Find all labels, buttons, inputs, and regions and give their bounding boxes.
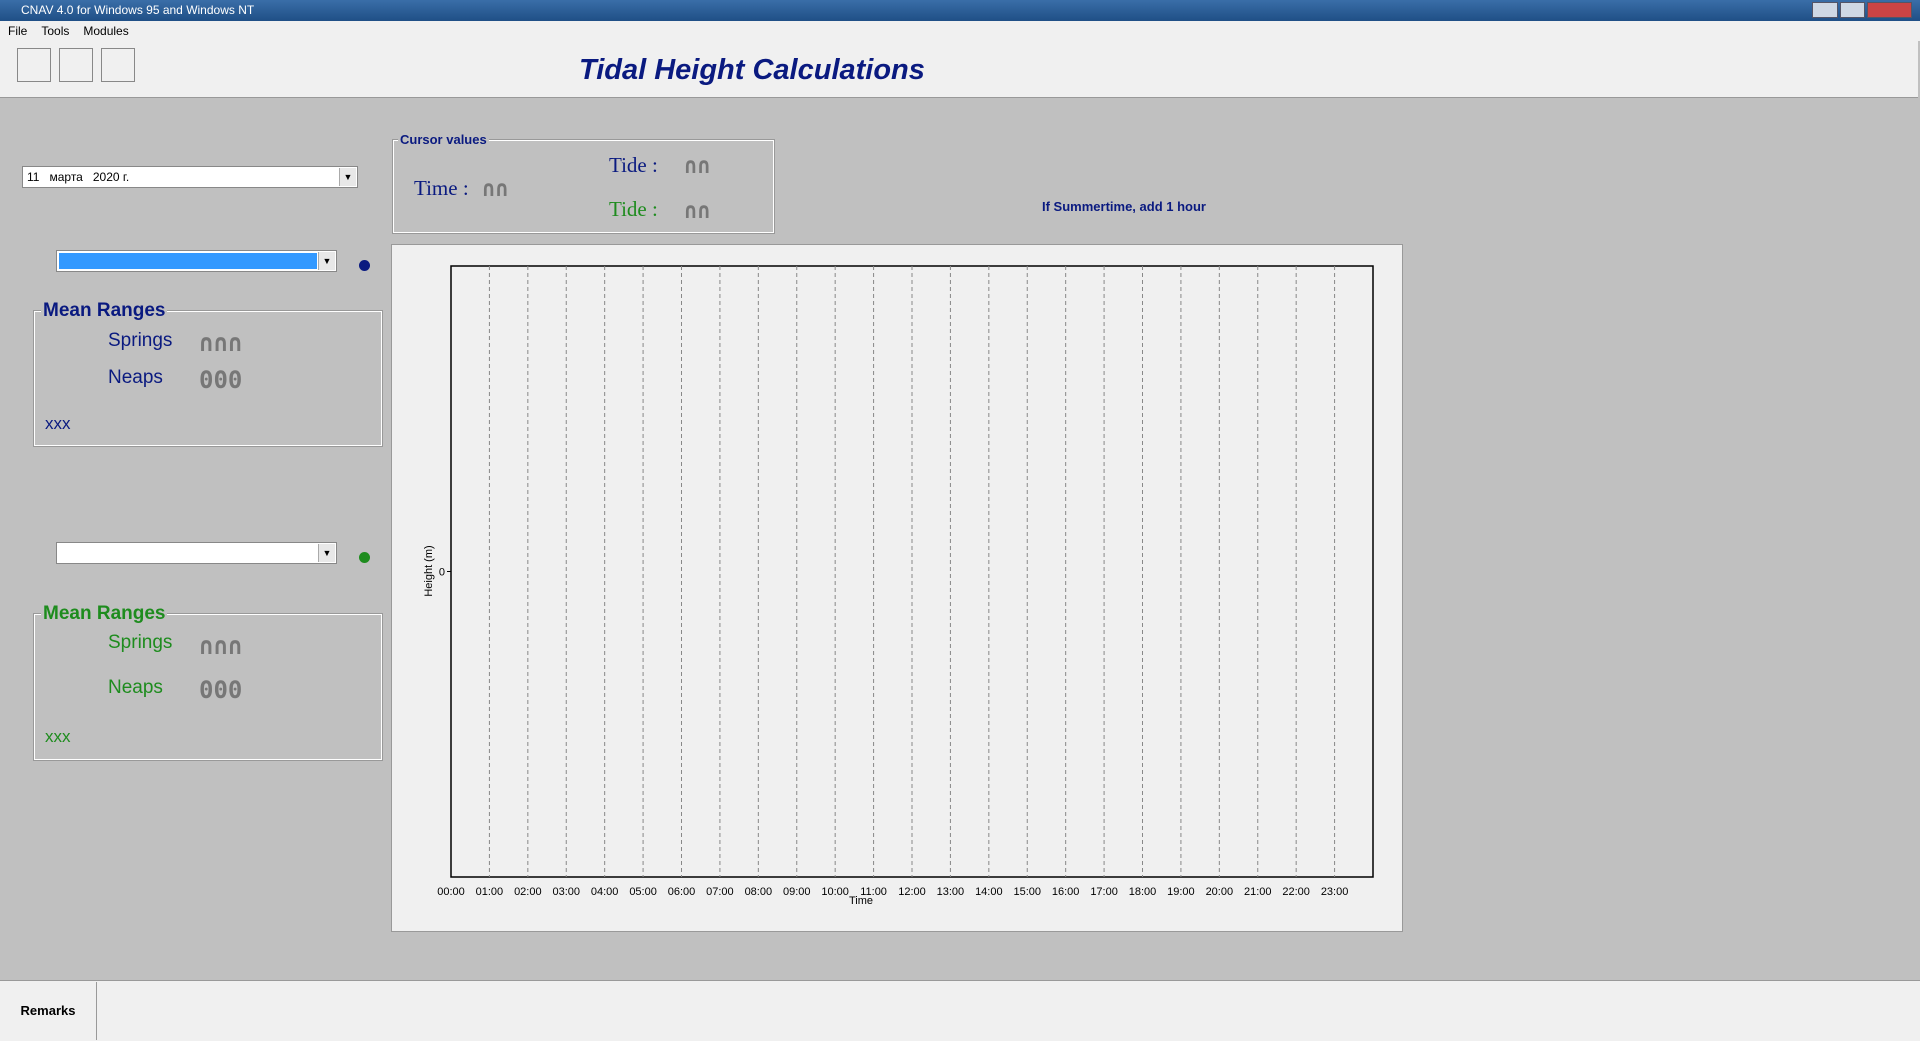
springs-value: ∩∩∩ — [199, 632, 243, 660]
dropdown-arrow: ▼ — [339, 168, 356, 186]
tide2-value: ∩∩ — [684, 199, 711, 224]
selection-highlight — [59, 253, 317, 269]
x-tick-label: 07:00 — [706, 886, 734, 898]
maximize-button[interactable] — [1839, 2, 1866, 18]
minimize-button[interactable] — [1812, 2, 1838, 18]
springs-value: ∩∩∩ — [199, 329, 243, 357]
tide-chart: Time Height (m) 00:00 01:00 02:00 03:00 04:0… — [391, 244, 1403, 932]
x-tick-label: 19:00 — [1167, 886, 1195, 898]
new-button[interactable] — [17, 48, 51, 82]
window-title: CNAV 4.0 for Windows 95 and Windows NT — [21, 3, 255, 17]
cursor-values-group: Cursor values Time : ∩∩ Tide : ∩∩ Tide :… — [392, 132, 775, 234]
tide2-label: Tide : — [609, 197, 658, 221]
date-day: 11 — [27, 170, 40, 184]
x-tick-label: 18:00 — [1129, 886, 1157, 898]
copy-button[interactable] — [59, 48, 93, 82]
station1-ranges: Mean Ranges Springs ∩∩∩ Neaps 000 xxx — [33, 300, 383, 447]
springs-label: Springs — [108, 632, 173, 653]
y-tick-label: 0 — [439, 567, 445, 579]
bottom-bar — [0, 980, 1920, 1041]
neaps-value: 000 — [199, 366, 243, 394]
station-name: xxx — [45, 727, 71, 746]
time-value: ∩∩ — [482, 177, 509, 202]
x-tick-label: 03:00 — [552, 886, 580, 898]
y-axis-label: Height (m) — [423, 545, 435, 596]
date-year: 2020 г. — [92, 170, 130, 184]
print-button[interactable] — [101, 48, 135, 82]
x-tick-label: 04:00 — [591, 886, 619, 898]
group-legend: Mean Ranges — [41, 300, 168, 322]
time-label: Time : — [414, 176, 469, 200]
station1-dot — [359, 260, 370, 271]
date-picker[interactable]: 11 марта 2020 г. ▼ — [22, 166, 358, 188]
close-button[interactable] — [1867, 2, 1912, 18]
x-tick-label: 11:00 — [860, 886, 887, 898]
x-tick-label: 00:00 — [437, 886, 465, 898]
x-tick-label: 10:00 — [821, 886, 849, 898]
window-controls — [1812, 2, 1912, 18]
x-tick-label: 02:00 — [514, 886, 542, 898]
station-name: xxx — [45, 414, 71, 433]
x-tick-label: 13:00 — [937, 886, 965, 898]
neaps-value: 000 — [199, 676, 243, 704]
x-axis-label: Time — [849, 895, 873, 907]
station2-select[interactable]: ▼ — [56, 542, 337, 564]
title-bar: CNAV 4.0 for Windows 95 and Windows NT — [0, 0, 1920, 21]
x-tick-label: 14:00 — [975, 886, 1003, 898]
x-tick-label: 01:00 — [476, 886, 504, 898]
x-tick-label: 09:00 — [783, 886, 811, 898]
page-title: Tidal Height Calculations — [579, 54, 925, 86]
x-tick-label: 05:00 — [629, 886, 657, 898]
x-tick-label: 20:00 — [1206, 886, 1234, 898]
menu-item[interactable]: Modules — [83, 24, 129, 38]
dropdown-arrow: ▼ — [318, 544, 335, 562]
x-tick-label: 21:00 — [1244, 886, 1272, 898]
menu-item[interactable]: File — [8, 24, 28, 38]
group-legend: Mean Ranges — [41, 603, 168, 625]
x-tick-label: 15:00 — [1013, 886, 1041, 898]
x-tick-label: 12:00 — [898, 886, 926, 898]
group-legend: Cursor values — [398, 132, 489, 147]
tide1-label: Tide : — [609, 153, 658, 177]
toolbar — [0, 41, 1918, 98]
remarks-tab[interactable]: Remarks — [0, 982, 97, 1040]
springs-label: Springs — [108, 330, 173, 351]
x-tick-label: 22:00 — [1282, 886, 1310, 898]
x-tick-label: 08:00 — [745, 886, 773, 898]
neaps-label: Neaps — [108, 677, 163, 698]
dropdown-arrow: ▼ — [318, 252, 335, 270]
neaps-label: Neaps — [108, 367, 163, 388]
summertime-note: If Summertime, add 1 hour — [1042, 199, 1206, 214]
x-tick-label: 17:00 — [1090, 886, 1118, 898]
station1-select[interactable]: ▼ — [56, 250, 337, 272]
x-tick-label: 06:00 — [668, 886, 696, 898]
menu-bar: File Tools Modules — [0, 21, 1920, 41]
station2-dot — [359, 552, 370, 563]
x-tick-label: 23:00 — [1321, 886, 1349, 898]
date-month: марта — [49, 170, 83, 184]
menu-item[interactable]: Tools — [41, 24, 70, 38]
tide1-value: ∩∩ — [684, 154, 711, 179]
station2-ranges: Mean Ranges Springs ∩∩∩ Neaps 000 xxx — [33, 603, 383, 761]
x-tick-label: 16:00 — [1052, 886, 1080, 898]
